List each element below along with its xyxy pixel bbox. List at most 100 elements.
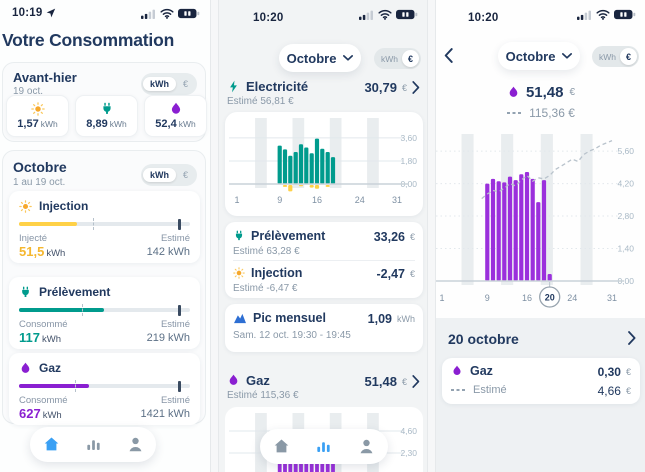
month-card: Octobre 1 au 19 oct. kWh € Injection Inj… bbox=[2, 150, 206, 425]
plug-icon bbox=[233, 230, 245, 242]
unit-eur-option[interactable]: € bbox=[620, 48, 637, 65]
cellular-signal-icon bbox=[141, 9, 156, 19]
chevron-down-icon bbox=[562, 53, 572, 59]
meter-label: Injection bbox=[39, 199, 89, 213]
nav-stats-button[interactable] bbox=[315, 438, 332, 455]
electricity-section-header[interactable]: Electricité bbox=[227, 79, 308, 94]
unit-eur-option[interactable]: € bbox=[182, 170, 188, 180]
electricity-daily-chart[interactable]: 3,60 1,80 0,00 1 9 16 24 31 bbox=[225, 112, 423, 216]
unit-kwh-option[interactable]: kWh bbox=[599, 51, 616, 62]
chevron-right-icon bbox=[412, 375, 420, 388]
progress-fill bbox=[19, 308, 104, 312]
location-arrow-icon bbox=[46, 8, 56, 18]
prelevement-meter-card[interactable]: Prélèvement Consommé Estimé 117 kWh 219 k… bbox=[9, 277, 200, 349]
injection-meter-card[interactable]: Injection Injecté Estimé 51,5 kWh 142 kWh bbox=[9, 191, 200, 263]
nav-home-button[interactable] bbox=[273, 438, 290, 455]
day-estimate-amount: 4,66 bbox=[597, 384, 621, 398]
prelevement-chip[interactable]: 8,89 kWh bbox=[75, 95, 138, 137]
currency-label: € bbox=[401, 82, 407, 93]
nav-home-button[interactable] bbox=[43, 436, 60, 453]
unit-toggle[interactable]: kWh € bbox=[140, 73, 197, 95]
day-gas-amount: 0,30 bbox=[597, 365, 621, 379]
svg-text:1: 1 bbox=[439, 293, 444, 303]
gas-total-amount: 51,48 bbox=[525, 84, 564, 101]
injection-label: Injection bbox=[251, 266, 303, 280]
gas-section-header[interactable]: Gaz bbox=[227, 373, 270, 388]
gas-chip[interactable]: 52,4 kWh bbox=[144, 95, 207, 137]
gas-estimate-amount: 115,36 € bbox=[529, 106, 575, 120]
currency-label: € bbox=[569, 87, 576, 98]
month-selector-button[interactable]: Octobre bbox=[498, 42, 580, 70]
unit-eur-option[interactable]: € bbox=[182, 79, 188, 89]
home-screen: 10:19 Votre Consommation Avant-hier 19 o… bbox=[0, 0, 211, 472]
dashed-line-icon bbox=[507, 112, 523, 114]
status-bar-left: 10:19 bbox=[12, 7, 56, 19]
gas-daily-detail-chart[interactable]: 5,60 4,20 2,80 1,40 0,00 1 9 16 24 31 20 bbox=[436, 120, 645, 312]
injection-row[interactable]: Injection bbox=[233, 266, 302, 280]
electricity-total[interactable]: 30,79 € bbox=[364, 80, 420, 95]
expected-marker bbox=[75, 380, 77, 392]
currency-label: € bbox=[625, 386, 631, 396]
svg-text:9: 9 bbox=[277, 195, 282, 205]
electricity-amount: 30,79 bbox=[364, 80, 397, 95]
svg-text:1,80: 1,80 bbox=[400, 156, 417, 166]
day-gas-card[interactable]: Gaz 0,30 € Estimé 4,66 € bbox=[442, 358, 640, 404]
meter-left-value: 627 kWh bbox=[19, 406, 62, 421]
unit-eur-option[interactable]: € bbox=[402, 50, 419, 67]
nav-stats-button[interactable] bbox=[85, 436, 102, 453]
meter-left-value: 51,5 kWh bbox=[19, 244, 66, 259]
back-button[interactable] bbox=[444, 48, 453, 63]
currency-label: € bbox=[409, 269, 415, 279]
prelevement-label: Prélèvement bbox=[251, 229, 326, 243]
unit-kwh-option[interactable]: kWh bbox=[142, 168, 176, 182]
meter-left-label: Injecté bbox=[19, 233, 47, 244]
dashed-line-icon bbox=[451, 389, 466, 391]
prelevement-amount: 33,26 bbox=[373, 230, 405, 244]
peak-icon bbox=[233, 312, 247, 324]
svg-text:16: 16 bbox=[522, 293, 532, 303]
progress-fill bbox=[19, 222, 77, 226]
gas-total[interactable]: 51,48 € bbox=[364, 374, 420, 389]
meter-right-label: Estimé bbox=[160, 233, 190, 244]
nav-profile-button[interactable] bbox=[358, 438, 375, 455]
peak-subtitle: Sam. 12 oct. 19:30 - 19:45 bbox=[233, 330, 351, 341]
gas-label: Gaz bbox=[246, 373, 270, 388]
injection-chip[interactable]: 1,57 kWh bbox=[6, 95, 69, 137]
monthly-peak-card[interactable]: Pic mensuel 1,09 kWh Sam. 12 oct. 19:30 … bbox=[225, 304, 423, 352]
prelevement-row[interactable]: Prélèvement bbox=[233, 229, 325, 243]
progress-fill bbox=[19, 384, 90, 388]
meter-right-value: 142 kWh bbox=[146, 246, 190, 258]
peak-label: Pic mensuel bbox=[253, 311, 326, 325]
unit-toggle[interactable]: kWh € bbox=[374, 48, 421, 69]
day-detail-section: 20 octobre Gaz 0,30 € Estimé 4,66 bbox=[436, 318, 645, 472]
chevron-down-icon bbox=[343, 55, 353, 61]
unit-kwh-option[interactable]: kWh bbox=[142, 77, 176, 91]
status-bar-left: 10:20 bbox=[253, 8, 283, 26]
month-selector-button[interactable]: Octobre bbox=[279, 44, 361, 72]
bottom-navigation bbox=[30, 427, 156, 462]
wifi-icon bbox=[160, 8, 174, 19]
electricity-breakdown-card: Prélèvement 33,26 € Estimé 63,28 € Injec… bbox=[225, 222, 423, 298]
gas-meter-card[interactable]: Gaz Consommé Estimé 627 kWh 1421 kWh bbox=[9, 353, 200, 425]
progress-track bbox=[19, 380, 190, 392]
meter-left-label: Consommé bbox=[19, 395, 68, 406]
meter-left-label: Consommé bbox=[19, 319, 68, 330]
svg-text:2,80: 2,80 bbox=[617, 211, 634, 221]
unit-toggle[interactable]: kWh € bbox=[592, 46, 639, 67]
selected-day-title: 20 octobre bbox=[448, 331, 519, 347]
prelevement-estimate: Estimé 63,28 € bbox=[233, 246, 300, 257]
battery-icon bbox=[614, 9, 636, 20]
yesterday-card-title: Avant-hier bbox=[13, 70, 77, 85]
meter-right-value: 219 kWh bbox=[146, 332, 190, 344]
unit-kwh-option[interactable]: kWh bbox=[381, 53, 398, 64]
unit-label: kWh bbox=[397, 314, 415, 324]
cellular-signal-icon bbox=[577, 10, 592, 20]
unit-toggle[interactable]: kWh € bbox=[140, 164, 197, 186]
sun-icon bbox=[31, 102, 45, 116]
svg-text:1,40: 1,40 bbox=[617, 244, 634, 254]
plug-icon bbox=[100, 102, 114, 116]
nav-profile-button[interactable] bbox=[127, 436, 144, 453]
day-detail-link[interactable] bbox=[628, 331, 636, 345]
svg-text:20: 20 bbox=[545, 293, 555, 303]
gas-amount: 51,48 bbox=[364, 374, 397, 389]
